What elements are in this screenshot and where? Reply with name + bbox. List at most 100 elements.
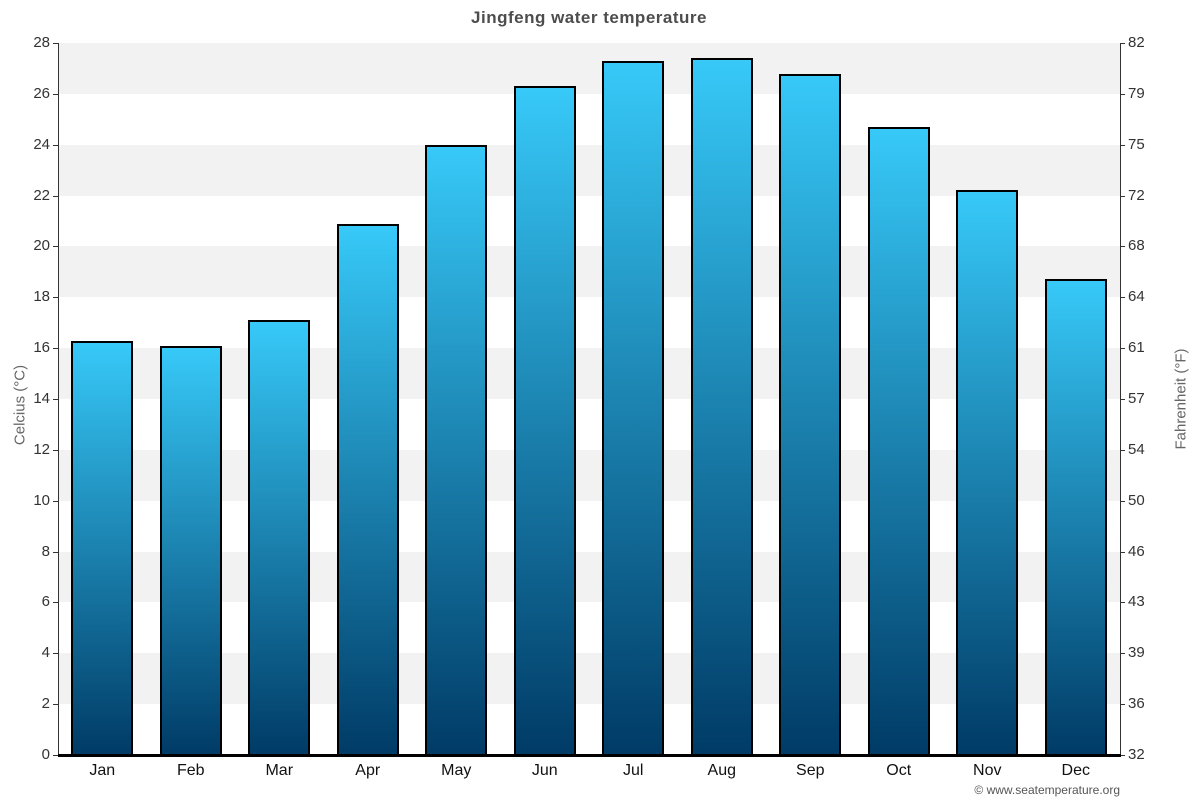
celsius-tick-label: 28 — [33, 34, 50, 51]
celsius-tick-label: 2 — [41, 695, 50, 713]
fahrenheit-tick-label: 57 — [1128, 390, 1145, 407]
left-tick-mark — [53, 348, 58, 350]
bar-mar[interactable] — [248, 320, 311, 755]
celsius-tick-label: 14 — [33, 390, 50, 407]
left-tick-mark — [53, 297, 58, 299]
right-tick-mark — [1120, 195, 1125, 197]
bar-apr[interactable] — [336, 223, 399, 755]
right-tick-mark — [1120, 246, 1125, 248]
bar-jan[interactable] — [71, 340, 134, 755]
fahrenheit-tick-label: 50 — [1128, 491, 1145, 509]
celsius-tick-label: 12 — [33, 440, 50, 458]
left-tick-mark — [53, 704, 58, 706]
fahrenheit-tick-label: 72 — [1128, 186, 1145, 204]
fahrenheit-tick-label: 82 — [1128, 34, 1145, 51]
month-label-sep: Sep — [796, 762, 825, 779]
copyright-text: © www.seatemperature.org — [974, 783, 1120, 797]
fahrenheit-tick-label: 46 — [1128, 542, 1145, 560]
grid-band — [58, 500, 1120, 552]
fahrenheit-tick-label: 68 — [1128, 237, 1145, 255]
left-tick-mark — [53, 500, 58, 502]
celsius-tick-label: 6 — [41, 593, 50, 611]
grid-band — [58, 144, 1120, 196]
grid-band — [58, 297, 1120, 349]
right-tick-mark — [1120, 653, 1125, 655]
fahrenheit-tick-label: 39 — [1128, 644, 1145, 662]
month-label-aug: Aug — [707, 762, 736, 779]
right-tick-mark — [1120, 399, 1125, 400]
bar-aug[interactable] — [690, 58, 753, 755]
month-label-jul: Jul — [623, 762, 644, 779]
fahrenheit-tick-label: 32 — [1128, 746, 1145, 763]
grid-band — [58, 602, 1120, 654]
celsius-tick-label: 18 — [33, 288, 50, 306]
bottom-axis-line — [58, 754, 1121, 757]
grid-band — [58, 43, 1120, 94]
bar-jun[interactable] — [513, 86, 576, 755]
celsius-tick-label: 4 — [41, 644, 50, 662]
left-tick-mark — [53, 43, 58, 44]
fahrenheit-tick-label: 61 — [1128, 339, 1145, 357]
grid-band — [58, 704, 1120, 755]
bar-sep[interactable] — [779, 73, 842, 755]
grid-band — [58, 246, 1120, 298]
right-tick-mark — [1120, 551, 1125, 553]
right-tick-mark — [1120, 704, 1125, 706]
celsius-tick-label: 22 — [33, 186, 50, 204]
left-tick-mark — [53, 755, 58, 756]
left-tick-mark — [53, 144, 58, 146]
celsius-tick-label: 26 — [33, 84, 50, 102]
right-tick-mark — [1120, 755, 1125, 756]
month-label-feb: Feb — [176, 762, 205, 779]
grid-band — [58, 399, 1120, 450]
bar-may[interactable] — [425, 144, 488, 755]
left-tick-mark — [53, 449, 58, 451]
bar-jul[interactable] — [602, 60, 665, 755]
grid-band — [58, 348, 1120, 399]
grid-band — [58, 449, 1120, 501]
left-tick-mark — [53, 93, 58, 95]
fahrenheit-tick-label: 64 — [1128, 288, 1145, 306]
chart-title: Jingfeng water temperature — [471, 8, 707, 27]
right-tick-mark — [1120, 348, 1125, 350]
left-tick-mark — [53, 602, 58, 604]
right-tick-mark — [1120, 602, 1125, 604]
celsius-tick-label: 16 — [33, 339, 50, 357]
celsius-tick-label: 20 — [33, 237, 50, 255]
fahrenheit-tick-label: 75 — [1128, 135, 1145, 153]
fahrenheit-tick-label: 36 — [1128, 695, 1145, 713]
bar-dec[interactable] — [1044, 279, 1107, 755]
month-label-dec: Dec — [1061, 762, 1090, 779]
grid-band — [58, 551, 1120, 603]
bar-oct[interactable] — [867, 126, 930, 755]
right-tick-mark — [1120, 144, 1125, 146]
bar-nov[interactable] — [956, 190, 1019, 755]
celsius-tick-label: 0 — [41, 746, 50, 763]
right-axis-title: Fahrenheit (°F) — [1172, 348, 1190, 450]
grid-band — [58, 93, 1120, 145]
left-axis-line — [58, 43, 59, 755]
celsius-tick-label: 24 — [33, 135, 50, 153]
celsius-tick-label: 10 — [33, 491, 50, 509]
month-label-jun: Jun — [531, 762, 558, 779]
month-label-nov: Nov — [973, 762, 1002, 779]
right-tick-mark — [1120, 500, 1125, 502]
left-tick-mark — [53, 246, 58, 248]
grid-band — [58, 653, 1120, 705]
right-tick-mark — [1120, 297, 1125, 299]
bar-feb[interactable] — [159, 345, 222, 755]
celsius-tick-label: 8 — [41, 542, 50, 560]
grid-band — [58, 195, 1120, 247]
left-tick-mark — [53, 551, 58, 553]
left-tick-mark — [53, 195, 58, 197]
fahrenheit-tick-label: 43 — [1128, 593, 1145, 611]
month-label-jan: Jan — [89, 762, 116, 779]
fahrenheit-tick-label: 54 — [1128, 440, 1145, 458]
month-label-apr: Apr — [355, 762, 381, 779]
month-label-oct: Oct — [886, 762, 912, 779]
right-tick-mark — [1120, 43, 1125, 44]
left-tick-mark — [53, 399, 58, 400]
right-tick-mark — [1120, 93, 1125, 95]
right-tick-mark — [1120, 449, 1125, 451]
